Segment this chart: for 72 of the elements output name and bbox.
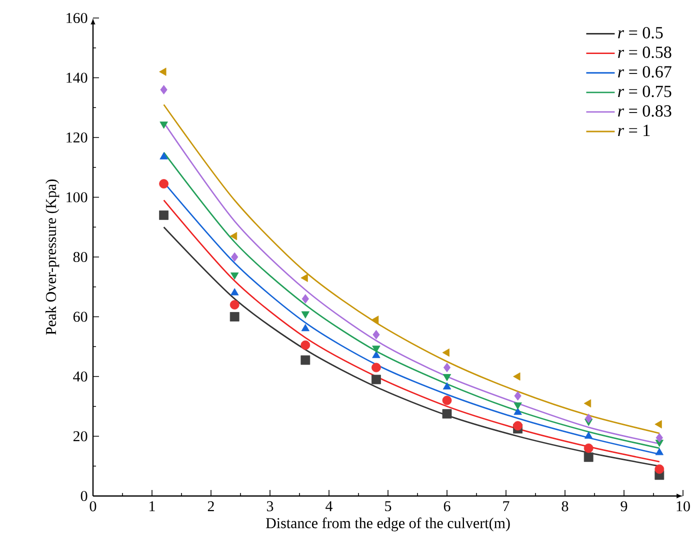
- y-tick-label: 20: [73, 431, 88, 442]
- y-tick-label: 120: [66, 132, 88, 143]
- point: [302, 294, 309, 304]
- point: [231, 252, 238, 262]
- point: [584, 444, 594, 453]
- point: [160, 152, 168, 160]
- x-tick-label: 6: [444, 501, 450, 512]
- point: [654, 464, 664, 474]
- y-tick-label: 140: [66, 72, 88, 83]
- x-tick-label: 2: [208, 501, 214, 512]
- point: [160, 85, 168, 94]
- x-tick-label: 8: [562, 501, 568, 512]
- point: [442, 409, 452, 419]
- x-tick-label: 4: [326, 501, 333, 512]
- point: [230, 272, 239, 280]
- point: [372, 330, 380, 340]
- y-tick-label: 60: [73, 312, 88, 322]
- point: [159, 210, 168, 220]
- point: [372, 362, 381, 372]
- point: [230, 232, 238, 240]
- point: [372, 316, 379, 324]
- y-tick-label: 0: [80, 490, 88, 502]
- point: [159, 179, 168, 189]
- point: [513, 421, 523, 430]
- point: [372, 350, 380, 358]
- point: [300, 274, 308, 282]
- point: [654, 420, 662, 428]
- point: [442, 348, 450, 357]
- y-axis-title: Peak Over-pressure (Kpa): [46, 180, 60, 335]
- point: [513, 372, 520, 381]
- point: [584, 399, 592, 408]
- point: [656, 433, 663, 442]
- legend-label: r = 0.58: [618, 46, 672, 58]
- y-tick-label: 40: [73, 371, 88, 382]
- point: [584, 432, 593, 439]
- x-tick-label: 0: [90, 501, 96, 512]
- point: [372, 346, 380, 353]
- point: [372, 374, 381, 384]
- y-tick-label: 80: [73, 252, 88, 262]
- legend-label: r = 0.83: [618, 105, 672, 117]
- legend-label: r = 0.67: [618, 66, 672, 78]
- point: [442, 396, 452, 406]
- point: [443, 362, 451, 372]
- x-tick-label: 9: [620, 501, 628, 512]
- point: [655, 448, 664, 456]
- point: [585, 414, 592, 424]
- point: [230, 312, 240, 322]
- point: [159, 68, 166, 76]
- point: [300, 355, 310, 365]
- point: [584, 452, 594, 462]
- legend-label: r = 1: [618, 124, 650, 136]
- x-tick-label: 5: [385, 501, 392, 512]
- point: [514, 391, 522, 401]
- y-tick-label: 100: [66, 192, 88, 202]
- point: [230, 288, 239, 296]
- point: [514, 408, 522, 415]
- point: [514, 402, 522, 410]
- point: [301, 311, 310, 318]
- legend-label: r = 0.75: [618, 86, 672, 98]
- point: [160, 122, 168, 129]
- point: [230, 300, 240, 310]
- x-tick-label: 10: [676, 501, 690, 512]
- point: [442, 382, 452, 390]
- point: [442, 374, 452, 382]
- x-axis-title: Distance from the edge of the culvert(m): [266, 518, 510, 532]
- x-tick-label: 3: [266, 501, 274, 512]
- x-tick-label: 7: [503, 501, 510, 512]
- x-tick-label: 1: [150, 501, 155, 512]
- y-tick-label: 160: [66, 12, 88, 24]
- point: [301, 324, 310, 332]
- legend-label: r = 0.5: [618, 26, 663, 39]
- point: [300, 340, 310, 350]
